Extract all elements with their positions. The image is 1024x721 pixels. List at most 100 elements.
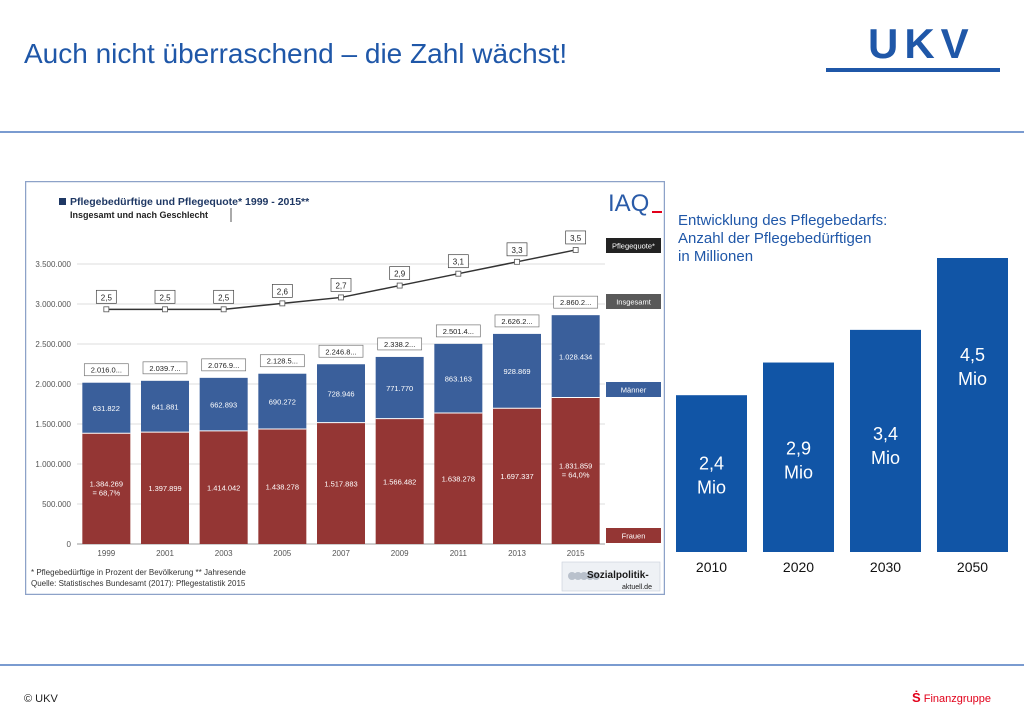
y-tick-label: 0 (67, 540, 72, 549)
label-frauen-quote: = 64,0% (562, 471, 590, 480)
quote-label-box (95, 289, 117, 304)
label-insgesamt: 2.016.0... (91, 366, 122, 375)
bar-frauen (258, 428, 307, 544)
source-note: Quelle: Statistisches Bundesamt (2017): … (31, 579, 246, 588)
logo-text: UKV (868, 20, 975, 67)
label-pflegequote: 2,6 (277, 287, 289, 296)
label-frauen: 1.397.899 (148, 484, 181, 493)
quote-label-box (447, 254, 469, 269)
point-pflegequote (396, 282, 403, 289)
total-label-box (377, 337, 423, 351)
bar-frauen (551, 397, 600, 544)
people-icon (574, 572, 582, 580)
header-divider (0, 131, 1024, 133)
label-insgesamt: 2.338.2... (384, 340, 415, 349)
total-label-box (553, 295, 599, 309)
x-tick-label: 2003 (215, 549, 233, 558)
label-insgesamt: 2.039.7... (149, 364, 180, 373)
label-pflegequote: 3,3 (511, 246, 523, 255)
iaq-logo-accent (652, 211, 662, 213)
quote-label-box (213, 289, 235, 304)
point-pflegequote (572, 247, 579, 253)
x-tick-label: 2001 (156, 549, 174, 558)
y-tick-label: 2.000.000 (35, 380, 71, 389)
sparkasse-logo: Ṡ Finanzgruppe (912, 690, 991, 705)
bar-frauen (375, 418, 424, 544)
x-tick-label: 2015 (567, 549, 585, 558)
label-pflegequote: 2,7 (335, 281, 347, 290)
forecast-unit: Mio (958, 369, 987, 389)
ukv-logo: UKV (826, 20, 1000, 74)
total-label-box (494, 314, 540, 328)
legend-frauen-box (606, 528, 661, 543)
label-frauen: 1.831.859 (559, 462, 592, 471)
bar-maenner (434, 343, 483, 413)
label-maenner: 863.163 (445, 374, 472, 383)
y-tick-label: 2.500.000 (35, 340, 71, 349)
forecast-unit: Mio (697, 477, 726, 497)
legend-pflegequote-box (606, 238, 661, 253)
total-label-box (259, 354, 305, 368)
quote-label-box (154, 289, 176, 304)
total-label-box (318, 344, 364, 358)
forecast-year: 2010 (696, 559, 727, 575)
care-statistics-chart: 0 500.000 1.000.000 1.500.000 2.000.000 2.500… (25, 181, 665, 595)
x-tick-label: 2005 (273, 549, 291, 558)
y-tick-label: 1.000.000 (35, 460, 71, 469)
forecast-unit: Mio (871, 448, 900, 468)
label-pflegequote: 3,5 (570, 234, 582, 243)
bar-frauen (82, 433, 131, 544)
label-insgesamt: 2.626.2... (501, 317, 532, 326)
point-pflegequote (455, 270, 462, 277)
label-pflegequote: 3,1 (453, 258, 465, 267)
label-frauen: 1.384.269 (90, 480, 123, 489)
bar-maenner (141, 380, 189, 433)
quote-label-box (330, 278, 352, 292)
forecast-bar (850, 329, 921, 552)
forecast-value: 3,4 (873, 424, 898, 444)
bar-maenner (199, 377, 248, 431)
x-tick-label: 1999 (97, 549, 115, 558)
quote-label-box (565, 230, 587, 245)
sparkasse-text: Finanzgruppe (923, 693, 992, 705)
footer-divider (0, 664, 1024, 666)
forecast-title: Entwicklung des Pflegebedarfs: (678, 212, 887, 229)
label-maenner: 928.869 (503, 367, 530, 376)
forecast-bar (676, 395, 747, 552)
forecast-year: 2050 (957, 559, 988, 575)
label-insgesamt: 2.860.2... (560, 298, 591, 307)
bar-maenner (493, 333, 541, 409)
x-tick-label: 2009 (391, 549, 409, 558)
total-label-box (142, 361, 188, 375)
label-frauen: 1.438.278 (266, 482, 299, 491)
forecast-year: 2030 (870, 559, 901, 575)
legend-maenner-box (606, 382, 661, 397)
label-frauen-quote: = 68,7% (92, 489, 120, 498)
forecast-unit: Mio (784, 463, 813, 483)
forecast-title: in Millionen (678, 248, 753, 265)
label-maenner: 771.770 (386, 384, 413, 393)
label-maenner: 690.272 (269, 397, 296, 406)
label-frauen: 1.697.337 (500, 472, 533, 481)
label-maenner: 631.822 (93, 404, 120, 413)
label-pflegequote: 2,5 (159, 293, 171, 302)
point-pflegequote (220, 306, 227, 313)
chart-title: Pflegebedürftige und Pflegequote* 1999 -… (70, 196, 310, 208)
forecast-bar (763, 362, 834, 552)
legend-frauen: Frauen (622, 532, 646, 541)
bar-frauen (434, 412, 483, 544)
point-pflegequote (514, 258, 520, 265)
label-frauen: 1.638.278 (442, 474, 475, 483)
page-title: Auch nicht überraschend – die Zahl wächs… (24, 38, 568, 69)
point-pflegequote (338, 294, 344, 301)
quote-label-box (389, 266, 411, 280)
point-pflegequote (279, 300, 286, 307)
label-pflegequote: 2,5 (218, 293, 230, 302)
label-frauen: 1.566.482 (383, 477, 416, 486)
point-pflegequote (103, 306, 110, 313)
label-pflegequote: 2,9 (394, 270, 406, 279)
y-tick-label: 3.000.000 (35, 300, 71, 309)
label-maenner: 662.893 (210, 400, 237, 409)
title-marker (59, 198, 66, 205)
legend-insgesamt-box (606, 294, 661, 309)
